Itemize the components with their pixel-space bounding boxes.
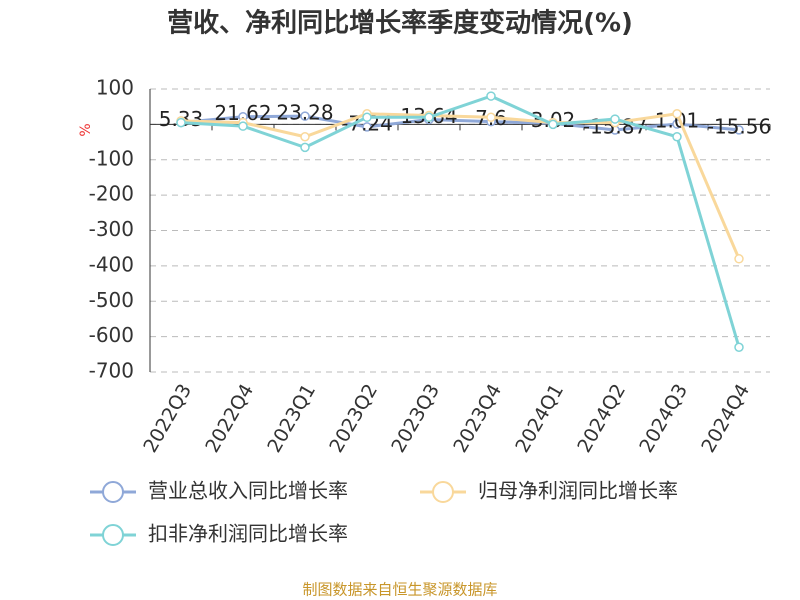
x-tick-label: 2023Q3: [387, 380, 444, 456]
x-tick-label: 2023Q2: [325, 380, 382, 456]
series-line: [180, 112, 741, 260]
legend-label: 营业总收入同比增长率: [148, 479, 348, 503]
data-point: [362, 112, 372, 123]
data-point: [300, 132, 310, 142]
y-tick-label: 100: [96, 76, 134, 100]
x-tick-label: 2024Q1: [511, 380, 568, 456]
source-note: 制图数据来自恒生聚源数据库: [302, 581, 497, 599]
y-axis-label: %: [78, 123, 94, 136]
chart-title: 营收、净利同比增长率季度变动情况(%): [167, 8, 633, 39]
legend-label: 扣非净利润同比增长率: [148, 522, 348, 546]
legend-swatch: [432, 481, 454, 503]
y-tick-label: -700: [89, 359, 134, 383]
series-line: [180, 94, 741, 348]
x-tick-label: 2024Q2: [573, 380, 630, 456]
y-tick-label: -600: [89, 323, 134, 347]
legend-swatch: [102, 481, 124, 503]
y-tick-label: -400: [89, 252, 134, 276]
data-point: [424, 112, 434, 123]
data-point: [734, 342, 744, 352]
data-point: [238, 121, 248, 131]
legend-label: 归母净利润同比增长率: [478, 479, 678, 503]
data-point: [486, 91, 496, 101]
data-point: [300, 111, 310, 121]
x-tick-label: 2022Q4: [201, 380, 258, 456]
x-tick-label: 2024Q3: [635, 380, 692, 456]
data-point: [610, 114, 620, 124]
x-tick-label: 2022Q3: [139, 380, 196, 456]
x-tick-label: 2023Q4: [449, 380, 506, 456]
data-point: [486, 112, 496, 123]
y-tick-label: -200: [89, 182, 134, 206]
y-tick-label: 0: [121, 111, 134, 135]
data-point: [300, 142, 310, 153]
y-tick-label: -100: [89, 146, 134, 170]
legend-swatch: [102, 524, 124, 546]
data-point: [548, 119, 558, 130]
y-tick-label: -500: [89, 288, 134, 312]
data-point: [176, 117, 186, 128]
y-tick-label: -300: [89, 217, 134, 241]
x-tick-label: 2024Q4: [697, 380, 754, 456]
data-point: [734, 254, 744, 264]
data-point: [672, 132, 682, 142]
data-label: 23.28: [276, 101, 333, 125]
data-point: [362, 122, 372, 132]
data-label: -15.56: [707, 114, 771, 138]
x-tick-label: 2023Q1: [263, 380, 320, 456]
data-point: [734, 125, 744, 135]
data-point: [672, 109, 682, 119]
